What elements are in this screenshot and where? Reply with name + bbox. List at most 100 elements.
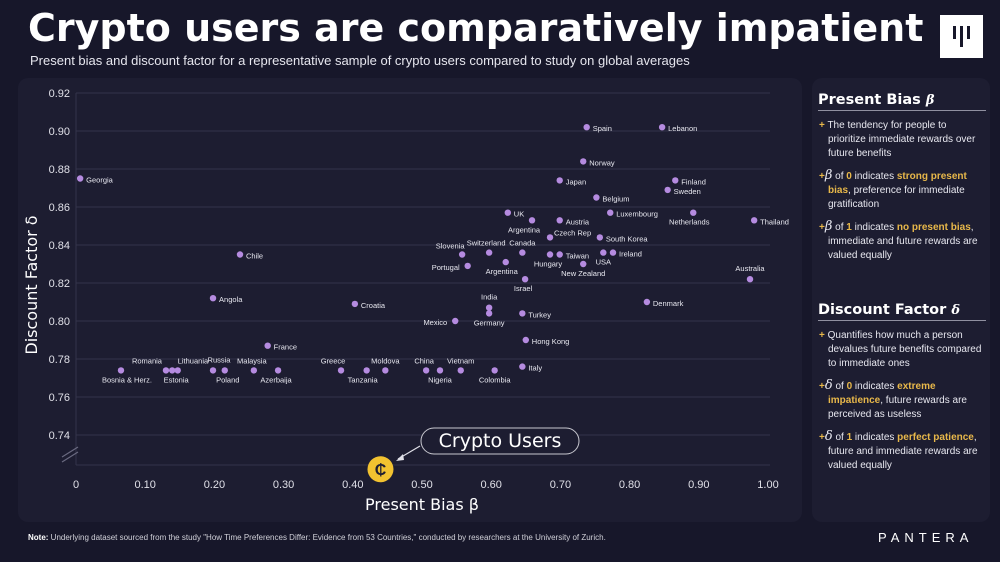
point-label: Denmark <box>653 299 684 308</box>
definitions-panel: Present Bias β + The tendency for people… <box>812 78 990 522</box>
data-point <box>382 367 389 374</box>
point-label: Spain <box>593 124 612 133</box>
beta-symbol: β <box>824 219 833 234</box>
data-point <box>464 262 471 270</box>
point-label: Australia <box>735 264 765 273</box>
present-bias-section: Present Bias β + The tendency for people… <box>818 92 986 263</box>
point-label: Israel <box>514 284 533 293</box>
x-tick-label: 0.50 <box>411 479 432 491</box>
data-point <box>609 249 617 256</box>
data-point <box>519 310 526 317</box>
point-label: Hong Kong <box>532 337 570 346</box>
point-label: UK <box>514 210 524 219</box>
point-label: Azerbaija <box>260 375 292 384</box>
data-point <box>556 251 563 258</box>
point-label: Ireland <box>619 250 642 259</box>
data-point <box>519 249 526 256</box>
data-point <box>546 234 554 241</box>
data-point <box>351 300 359 308</box>
callout-box <box>420 427 580 455</box>
data-point <box>556 177 563 184</box>
x-tick-label: 0 <box>73 479 79 491</box>
highlight-text: no present bias <box>896 222 971 233</box>
data-point <box>528 217 536 224</box>
definition-item: + Quantifies how much a person devalues … <box>818 329 986 371</box>
point-label: Romania <box>132 356 163 365</box>
data-point <box>485 304 493 311</box>
x-tick-label: 0.10 <box>134 479 155 491</box>
point-label: Lebanon <box>668 124 697 133</box>
crypto-coin-icon: ₵ <box>375 462 387 479</box>
x-axis-label: Present Bias β <box>365 495 479 514</box>
present-bias-heading: Present Bias β <box>818 92 986 111</box>
delta-symbol: δ <box>951 303 961 318</box>
data-point <box>522 336 529 344</box>
y-tick-label: 0.92 <box>49 88 70 100</box>
data-point <box>521 276 529 283</box>
point-label: Malaysia <box>237 356 267 365</box>
point-label: New Zealand <box>561 269 605 278</box>
point-label: Slovenia <box>436 242 466 251</box>
data-point <box>664 186 671 194</box>
heading-text: Present Bias <box>818 92 921 108</box>
plus-icon: + <box>819 432 825 443</box>
data-point <box>607 209 614 216</box>
delta-symbol: δ <box>824 429 833 444</box>
point-label: Poland <box>216 375 239 384</box>
y-tick-label: 0.74 <box>49 430 70 442</box>
x-tick-label: 0.20 <box>204 479 225 491</box>
y-tick-label: 0.80 <box>49 316 70 328</box>
point-label: Georgia <box>86 176 114 185</box>
definition-item: +β of 1 indicates no present bias, immed… <box>818 220 986 263</box>
arrow-head-icon <box>396 454 404 461</box>
t: of <box>835 381 844 392</box>
data-point <box>556 217 563 224</box>
point-label: Norway <box>589 158 615 167</box>
highlight-text: extreme impatience <box>828 381 936 406</box>
data-point <box>117 367 125 374</box>
definition-item: +β of 0 indicates strong present bias, p… <box>818 169 986 212</box>
data-point <box>236 251 244 258</box>
x-tick-label: 0.30 <box>273 479 294 491</box>
point-label: Croatia <box>361 301 386 310</box>
plus-icon: + <box>819 171 825 182</box>
point-label: India <box>481 293 498 302</box>
data-point <box>580 260 587 268</box>
data-point <box>76 175 84 182</box>
data-point <box>221 367 228 374</box>
t: indicates <box>854 222 895 233</box>
point-label: Vietnam <box>447 356 474 365</box>
point-label: Sweden <box>674 187 701 196</box>
data-point <box>250 367 258 374</box>
x-tick-label: 0.70 <box>550 479 571 491</box>
data-point <box>168 367 176 374</box>
t: of <box>835 171 844 182</box>
point-label: Netherlands <box>669 218 710 227</box>
point-label: Colombia <box>479 375 512 384</box>
definition-text: The tendency for people to prioritize im… <box>827 120 976 159</box>
data-point <box>580 158 587 165</box>
point-label: Italy <box>528 364 542 373</box>
definition-item: + The tendency for people to prioritize … <box>818 119 986 161</box>
plus-icon: + <box>819 381 825 392</box>
point-label: Argentina <box>486 267 519 276</box>
data-point <box>750 217 758 224</box>
definition-text: Quantifies how much a person devalues fu… <box>827 330 982 369</box>
y-axis-label: Discount Factor δ <box>22 215 41 354</box>
point-label: Finland <box>681 177 706 186</box>
t: , future and immediate rewards are value… <box>828 432 978 471</box>
point-label: Nigeria <box>428 375 453 384</box>
data-point <box>690 209 697 216</box>
data-point <box>643 298 651 306</box>
point-label: Belgium <box>602 195 629 204</box>
t: indicates <box>854 171 895 182</box>
value: 1 <box>846 432 853 443</box>
data-point <box>274 367 282 374</box>
definition-item: +δ of 1 indicates perfect patience, futu… <box>818 430 986 473</box>
discount-factor-heading: Discount Factor δ <box>818 302 986 321</box>
y-tick-label: 0.82 <box>49 278 70 290</box>
point-label: Greece <box>321 356 346 365</box>
point-label: Hungary <box>534 260 563 269</box>
x-tick-label: 0.40 <box>342 479 363 491</box>
